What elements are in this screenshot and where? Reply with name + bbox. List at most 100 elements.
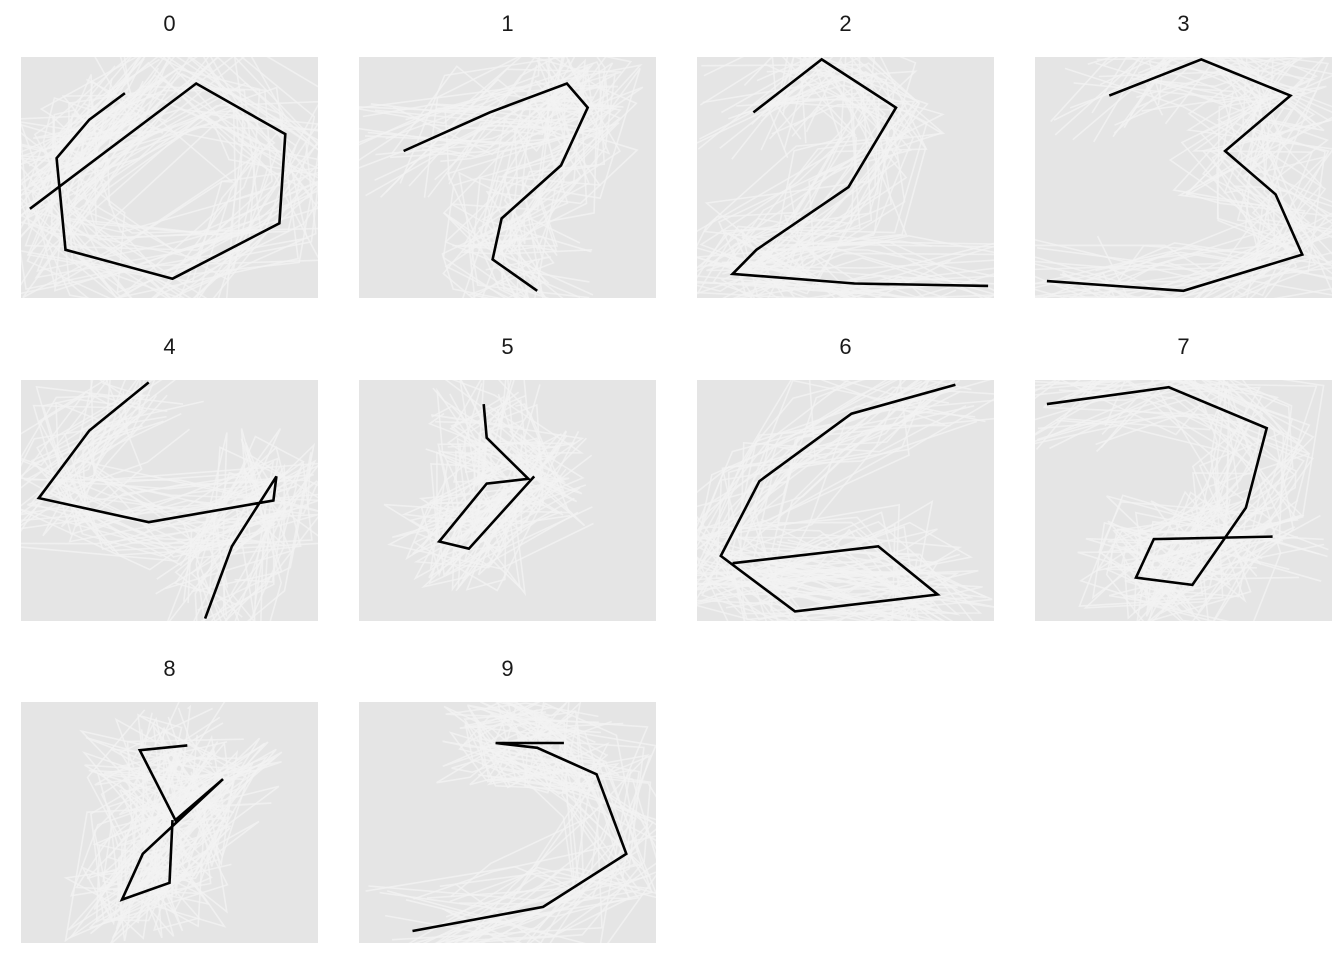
- digit-stroke-0: [29, 81, 287, 281]
- background-sample-stroke: [1035, 380, 1297, 572]
- background-sample-stroke: [48, 79, 273, 241]
- background-sample-stroke: [359, 63, 643, 298]
- background-sample-stroke: [1054, 381, 1304, 614]
- background-sample-stroke: [1071, 381, 1322, 621]
- background-sample-stroke: [401, 380, 585, 525]
- background-sample-stroke: [21, 420, 302, 588]
- background-sample-stroke: [717, 62, 919, 298]
- digit-stroke-4: [36, 381, 278, 620]
- background-sample-stroke: [453, 380, 566, 597]
- background-sample-stroke: [445, 717, 606, 918]
- background-sample-stroke: [1062, 57, 1332, 298]
- background-sample-stroke: [1059, 380, 1227, 591]
- background-sample-stroke: [729, 57, 994, 298]
- background-sample-stroke: [21, 86, 299, 298]
- background-sample-strokes: [365, 702, 656, 943]
- background-sample-stroke: [1064, 57, 1326, 287]
- background-sample-stroke: [436, 391, 564, 578]
- facet-title: 0: [163, 11, 175, 36]
- background-sample-strokes: [383, 380, 594, 597]
- background-sample-stroke: [722, 57, 915, 298]
- background-sample-stroke: [760, 382, 953, 621]
- facet-title: 7: [1177, 334, 1189, 359]
- background-sample-stroke: [59, 57, 297, 298]
- background-sample-stroke: [707, 71, 994, 269]
- background-sample-stroke: [375, 57, 621, 298]
- background-sample-stroke: [458, 713, 656, 943]
- background-sample-stroke: [1035, 414, 1254, 600]
- background-sample-stroke: [78, 729, 260, 935]
- background-sample-stroke: [68, 772, 219, 940]
- background-sample-stroke: [1095, 57, 1332, 279]
- facet-panel-8: 8: [21, 656, 318, 943]
- background-sample-stroke: [428, 430, 562, 579]
- facet-panel-3: 3: [1035, 11, 1332, 298]
- background-sample-stroke: [390, 72, 585, 298]
- background-sample-stroke: [704, 57, 920, 298]
- background-sample-strokes: [1035, 57, 1332, 298]
- background-sample-stroke: [436, 744, 655, 943]
- digit-stroke-1: [403, 81, 590, 292]
- background-sample-strokes: [1035, 380, 1329, 621]
- background-sample-stroke: [1035, 57, 1288, 289]
- background-sample-stroke: [1036, 57, 1332, 296]
- background-sample-stroke: [735, 424, 951, 621]
- facet-title: 4: [163, 334, 175, 359]
- background-sample-stroke: [43, 382, 284, 606]
- background-sample-stroke: [1068, 70, 1309, 298]
- background-sample-stroke: [374, 58, 586, 279]
- background-sample-stroke: [698, 380, 946, 621]
- background-sample-stroke: [1121, 380, 1285, 599]
- background-sample-stroke: [741, 100, 994, 278]
- digit-stroke-7: [1046, 385, 1273, 587]
- background-sample-stroke: [68, 400, 317, 604]
- background-sample-stroke: [27, 428, 289, 618]
- background-sample-stroke: [1059, 57, 1332, 298]
- background-sample-stroke: [441, 436, 556, 576]
- background-sample-stroke: [1077, 57, 1332, 298]
- digit-stroke-8: [119, 744, 224, 902]
- background-sample-stroke: [1108, 57, 1326, 298]
- background-sample-stroke: [697, 57, 935, 295]
- background-sample-stroke: [359, 65, 594, 250]
- background-sample-stroke: [385, 68, 622, 261]
- background-sample-stroke: [1064, 67, 1277, 298]
- facet-panel-1: 1: [359, 11, 656, 298]
- background-sample-stroke: [28, 95, 318, 298]
- facet-title: 6: [839, 334, 851, 359]
- facet-title: 1: [501, 11, 513, 36]
- background-sample-stroke: [1095, 389, 1280, 621]
- background-sample-stroke: [39, 380, 292, 590]
- background-sample-stroke: [697, 380, 944, 595]
- background-sample-stroke: [697, 380, 943, 612]
- background-sample-stroke: [100, 763, 237, 940]
- background-sample-stroke: [42, 393, 318, 621]
- background-sample-stroke: [697, 380, 944, 621]
- background-sample-stroke: [55, 401, 318, 602]
- background-sample-stroke: [21, 380, 298, 621]
- background-sample-stroke: [408, 92, 624, 298]
- background-sample-stroke: [1060, 380, 1282, 621]
- facet-panel-5: 5: [359, 334, 656, 621]
- background-sample-stroke: [460, 702, 620, 943]
- digit-stroke-3: [1046, 57, 1305, 293]
- background-sample-stroke: [39, 57, 318, 298]
- background-sample-stroke: [721, 390, 961, 621]
- background-sample-stroke: [712, 57, 944, 298]
- background-sample-stroke: [56, 380, 286, 621]
- background-sample-stroke: [720, 57, 994, 298]
- background-sample-stroke: [31, 420, 276, 578]
- background-sample-stroke: [365, 704, 576, 893]
- background-sample-stroke: [21, 57, 318, 273]
- background-sample-stroke: [359, 65, 591, 284]
- background-sample-stroke: [442, 710, 649, 943]
- background-sample-stroke: [697, 380, 993, 621]
- background-sample-stroke: [769, 60, 994, 292]
- background-sample-stroke: [42, 94, 261, 293]
- background-sample-stroke: [362, 94, 594, 298]
- background-sample-stroke: [420, 76, 610, 298]
- background-sample-stroke: [470, 732, 656, 943]
- digit-stroke-5: [436, 403, 536, 551]
- background-sample-stroke: [1101, 380, 1239, 599]
- background-sample-stroke: [1059, 387, 1328, 607]
